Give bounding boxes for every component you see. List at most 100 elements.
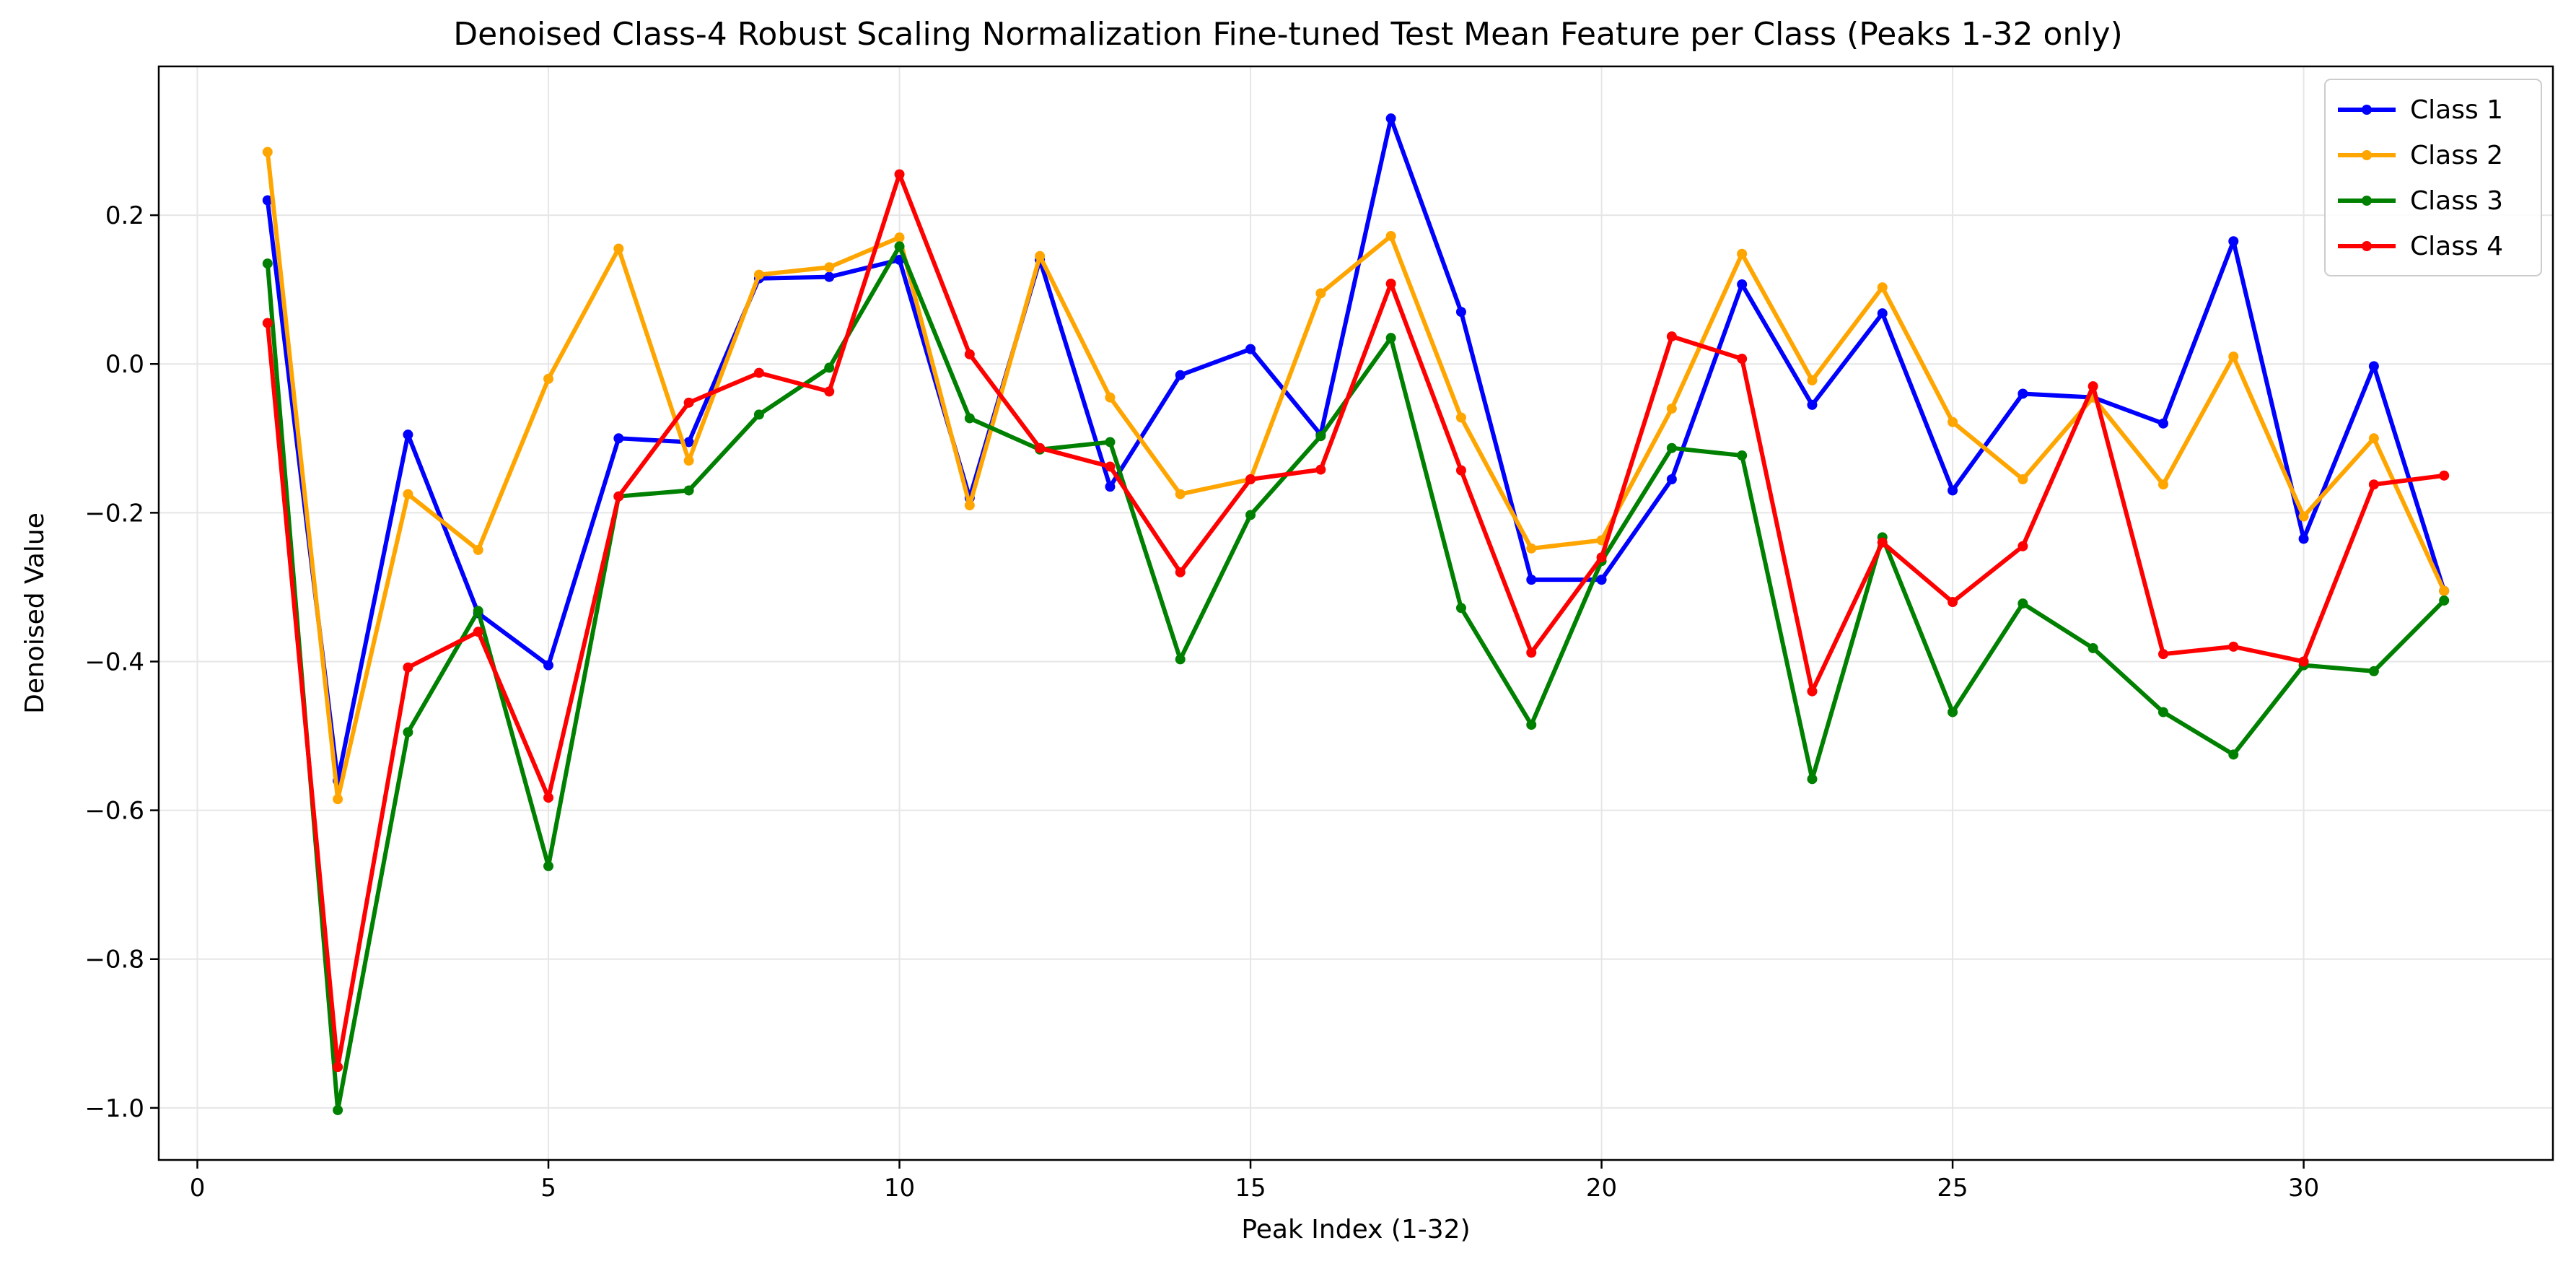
legend-box <box>2324 79 2542 276</box>
data-point <box>1737 279 1748 289</box>
data-point <box>2228 236 2239 247</box>
data-point <box>2368 433 2379 444</box>
data-point <box>613 243 624 254</box>
data-point <box>2087 381 2098 392</box>
data-point <box>2228 641 2239 652</box>
data-point <box>1948 485 1958 496</box>
data-point <box>2228 351 2239 362</box>
data-point <box>753 409 764 420</box>
data-point <box>2298 656 2309 667</box>
y-axis-label: Denoised Value <box>20 512 50 714</box>
data-point <box>2018 474 2028 484</box>
legend-label: Class 4 <box>2410 232 2503 261</box>
data-point <box>403 727 413 738</box>
data-point <box>2018 541 2028 551</box>
data-point <box>1877 537 1888 548</box>
data-point <box>1455 465 1466 476</box>
data-point <box>1666 442 1677 453</box>
data-point <box>894 241 905 252</box>
data-point <box>683 397 694 408</box>
legend-label: Class 2 <box>2410 141 2503 170</box>
data-point <box>473 606 483 616</box>
data-point <box>543 793 554 803</box>
data-point <box>333 1062 343 1073</box>
series-line <box>265 244 2446 1112</box>
data-point <box>964 413 975 424</box>
data-point <box>1737 354 1748 365</box>
grid <box>159 66 2553 1160</box>
data-point <box>1455 603 1466 614</box>
legend-swatch-marker <box>2362 196 2372 206</box>
data-point <box>613 433 624 444</box>
data-point <box>1666 331 1677 342</box>
data-point <box>1877 282 1888 293</box>
legend-swatch-marker <box>2362 241 2372 251</box>
data-point <box>1175 654 1186 665</box>
data-point <box>1245 510 1256 520</box>
legend-item: Class 4 <box>2338 232 2503 261</box>
data-point <box>964 349 975 359</box>
series-line <box>265 116 2447 783</box>
data-point <box>473 627 483 637</box>
data-point <box>1385 278 1396 289</box>
x-tick-label: 15 <box>1235 1174 1266 1203</box>
data-point <box>2439 595 2450 606</box>
data-point <box>824 271 835 282</box>
data-point <box>1455 412 1466 423</box>
data-point <box>683 485 694 496</box>
data-point <box>262 258 273 269</box>
data-point <box>683 455 694 466</box>
data-point <box>543 660 554 671</box>
data-point <box>1105 481 1116 492</box>
data-point <box>1948 597 1958 608</box>
data-point <box>753 269 764 280</box>
data-point <box>1175 489 1186 499</box>
data-point <box>824 362 835 373</box>
data-point <box>1175 567 1186 577</box>
legend-item: Class 2 <box>2338 141 2503 170</box>
data-point <box>1315 431 1326 442</box>
data-point <box>2157 649 2168 660</box>
data-point <box>1807 375 1818 385</box>
data-point <box>1035 442 1046 453</box>
data-point <box>333 794 343 805</box>
data-point <box>683 437 694 448</box>
x-axis-label: Peak Index (1-32) <box>1241 1215 1470 1244</box>
series-line <box>265 172 2445 1070</box>
data-point <box>2298 511 2309 522</box>
data-point <box>824 386 835 397</box>
data-point <box>1315 288 1326 299</box>
data-point <box>1105 392 1116 403</box>
data-point <box>1105 461 1116 472</box>
data-point <box>1526 647 1537 658</box>
data-point <box>1737 450 1748 461</box>
x-tick-label: 20 <box>1586 1174 1617 1203</box>
data-point <box>1596 552 1607 563</box>
data-point <box>2368 479 2379 490</box>
data-point <box>2157 707 2168 717</box>
data-point <box>1526 575 1537 585</box>
x-tick-label: 30 <box>2288 1174 2319 1203</box>
data-point <box>1385 333 1396 344</box>
series-1 <box>262 113 2450 786</box>
data-point <box>403 429 413 440</box>
data-point <box>333 1104 343 1115</box>
data-point <box>2298 533 2309 544</box>
data-point <box>1455 307 1466 318</box>
y-tick-label: −0.6 <box>84 797 144 826</box>
data-point <box>1737 248 1748 259</box>
data-point <box>613 491 624 502</box>
data-point <box>262 318 273 328</box>
legend-item: Class 1 <box>2338 95 2503 125</box>
axis-ticks: 0 5 10 15 20 25 30 0.2 0.0 −0.2 −0.4 −0.6 −0.8 −1.0 <box>84 201 2319 1203</box>
x-tick-label: 5 <box>540 1174 556 1203</box>
legend-item: Class 3 <box>2338 186 2503 216</box>
y-tick-label: 0.2 <box>105 201 144 230</box>
data-point <box>1315 464 1326 475</box>
data-point <box>262 195 273 206</box>
data-point <box>1385 230 1396 241</box>
series-3 <box>262 241 2450 1115</box>
data-point <box>2157 479 2168 490</box>
data-point <box>1385 113 1396 124</box>
